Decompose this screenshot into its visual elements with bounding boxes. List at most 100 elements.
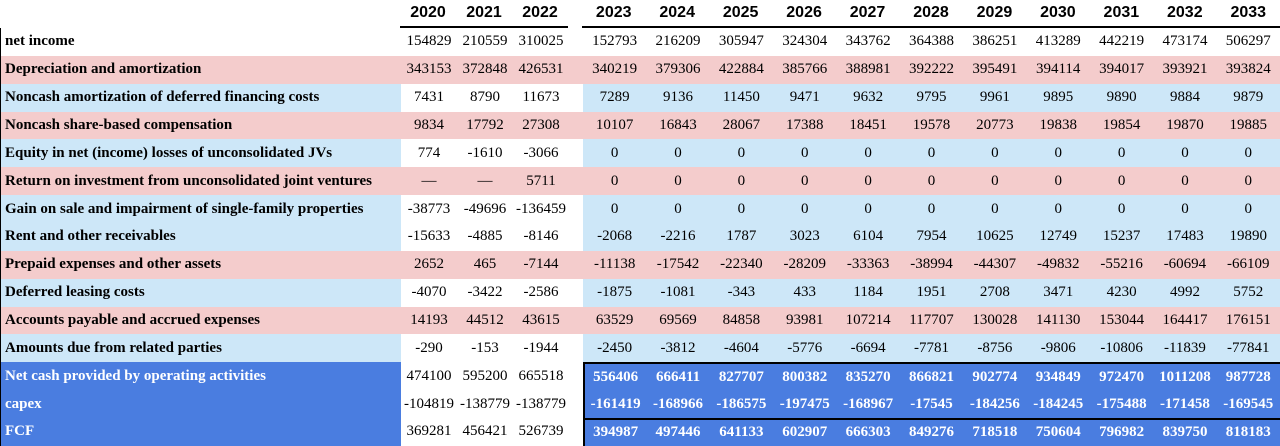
value-cell[interactable]: 0	[1026, 139, 1090, 168]
value-cell[interactable]: -28209	[773, 250, 837, 279]
value-cell[interactable]: 43615	[513, 306, 569, 335]
value-cell[interactable]: -66109	[1216, 250, 1280, 279]
value-cell[interactable]: 1011208	[1153, 362, 1217, 391]
value-cell[interactable]: 9890	[1089, 83, 1154, 112]
value-cell[interactable]: -33363	[836, 250, 900, 279]
value-cell[interactable]: 2652	[401, 250, 457, 279]
value-cell[interactable]: 0	[773, 167, 837, 196]
value-cell[interactable]: 866821	[899, 362, 964, 391]
value-cell[interactable]: 63529	[583, 306, 647, 335]
value-cell[interactable]: -104819	[401, 390, 457, 419]
value-cell[interactable]: 0	[836, 167, 900, 196]
value-cell[interactable]: -2450	[583, 334, 647, 363]
value-cell[interactable]: 19885	[1216, 111, 1280, 140]
value-cell[interactable]: -184245	[1026, 390, 1090, 419]
row-label-cell[interactable]: Noncash share-based compensation	[1, 111, 401, 140]
value-cell[interactable]: 28067	[709, 111, 774, 140]
value-cell[interactable]: 665518	[513, 362, 569, 391]
value-cell[interactable]: 0	[646, 195, 710, 224]
value-cell[interactable]: 0	[646, 167, 710, 196]
value-cell[interactable]: -3066	[513, 139, 569, 168]
value-cell[interactable]: -161419	[583, 390, 647, 419]
value-cell[interactable]: 392222	[899, 55, 964, 84]
value-cell[interactable]: -38994	[899, 250, 964, 279]
value-cell[interactable]: 393824	[1216, 55, 1280, 84]
value-cell[interactable]: 0	[1153, 139, 1217, 168]
value-cell[interactable]: -171458	[1153, 390, 1217, 419]
value-cell[interactable]: 364388	[908, 33, 954, 50]
value-cell[interactable]: -1081	[646, 278, 710, 307]
value-cell[interactable]: -1875	[583, 278, 647, 307]
value-cell[interactable]: 19854	[1089, 111, 1154, 140]
value-cell[interactable]: 0	[709, 167, 774, 196]
value-cell[interactable]: 666411	[646, 362, 710, 391]
value-cell[interactable]: 343762	[845, 33, 891, 50]
value-cell[interactable]: 10107	[583, 111, 647, 140]
value-cell[interactable]: 152793	[592, 33, 638, 50]
value-cell[interactable]: 7954	[899, 223, 964, 251]
value-cell[interactable]: -186575	[709, 390, 774, 419]
year-header-2031[interactable]: 2031	[1089, 0, 1154, 28]
value-cell[interactable]: -4070	[401, 278, 457, 307]
value-cell[interactable]: -49696	[457, 195, 513, 224]
row-label-cell[interactable]: Rent and other receivables	[1, 223, 401, 251]
value-cell[interactable]: -168967	[836, 390, 900, 419]
value-cell[interactable]: 9632	[836, 83, 900, 112]
value-cell[interactable]: 343153	[401, 55, 457, 84]
value-cell[interactable]: -11138	[583, 250, 647, 279]
value-cell[interactable]: 666303	[836, 418, 900, 446]
value-cell[interactable]: -2068	[583, 223, 647, 251]
value-cell[interactable]: 9136	[646, 83, 710, 112]
value-cell[interactable]: 393921	[1153, 55, 1217, 84]
value-cell[interactable]: -175488	[1089, 390, 1154, 419]
value-cell[interactable]: 556406	[583, 362, 647, 391]
value-cell[interactable]: 422884	[709, 55, 774, 84]
row-label-cell[interactable]: Depreciation and amortization	[1, 55, 401, 84]
value-cell[interactable]: 456421	[457, 418, 513, 446]
value-cell[interactable]: 426531	[513, 55, 569, 84]
value-cell[interactable]: 154829	[406, 33, 452, 50]
year-header-2023[interactable]: 2023	[582, 0, 646, 28]
value-cell[interactable]: -169545	[1216, 390, 1280, 419]
value-cell[interactable]: 340219	[583, 55, 647, 84]
value-cell[interactable]: 433	[773, 278, 837, 307]
year-header-2033[interactable]: 2033	[1216, 0, 1280, 28]
value-cell[interactable]: 1184	[836, 278, 900, 307]
value-cell[interactable]: -6694	[836, 334, 900, 363]
value-cell[interactable]: 19578	[899, 111, 964, 140]
value-cell[interactable]: -153	[457, 334, 513, 363]
value-cell[interactable]: 1787	[709, 223, 774, 251]
value-cell[interactable]: -138779	[457, 390, 513, 419]
value-cell[interactable]: 442219	[1099, 33, 1145, 50]
value-cell[interactable]: 369281	[401, 418, 457, 446]
value-cell[interactable]: -9806	[1026, 334, 1090, 363]
value-cell[interactable]: -22340	[709, 250, 774, 279]
value-cell[interactable]: 130028	[963, 306, 1027, 335]
value-cell[interactable]: -17542	[646, 250, 710, 279]
value-cell[interactable]: 164417	[1153, 306, 1217, 335]
value-cell[interactable]: 0	[583, 139, 647, 168]
value-cell[interactable]: -10806	[1089, 334, 1154, 363]
value-cell[interactable]: 372848	[457, 55, 513, 84]
value-cell[interactable]: 602907	[773, 418, 837, 446]
value-cell[interactable]: 18451	[836, 111, 900, 140]
value-cell[interactable]: 0	[1089, 195, 1154, 224]
year-header-2022[interactable]: 2022	[512, 0, 568, 28]
value-cell[interactable]: 388981	[836, 55, 900, 84]
value-cell[interactable]: 395491	[963, 55, 1027, 84]
value-cell[interactable]: -5776	[773, 334, 837, 363]
value-cell[interactable]: 0	[709, 139, 774, 168]
year-header-2029[interactable]: 2029	[962, 0, 1027, 28]
value-cell[interactable]: 0	[646, 139, 710, 168]
value-cell[interactable]: 934849	[1026, 362, 1090, 391]
value-cell[interactable]: 9961	[963, 83, 1027, 112]
value-cell[interactable]: 0	[963, 167, 1027, 196]
value-cell[interactable]: 7431	[401, 83, 457, 112]
value-cell[interactable]: 4230	[1089, 278, 1154, 307]
value-cell[interactable]: 9471	[773, 83, 837, 112]
value-cell[interactable]: 474100	[401, 362, 457, 391]
value-cell[interactable]: 7289	[583, 83, 647, 112]
value-cell[interactable]: 473174	[1162, 33, 1208, 50]
year-header-2025[interactable]: 2025	[708, 0, 773, 28]
value-cell[interactable]: 5752	[1216, 278, 1280, 307]
